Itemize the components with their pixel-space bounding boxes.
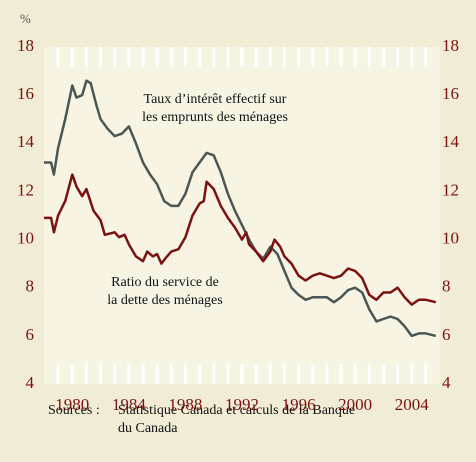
series-label: les emprunts des ménages bbox=[142, 110, 288, 125]
x-tick-label: 2000 bbox=[338, 395, 372, 414]
y-tick-label: 10 bbox=[17, 228, 34, 247]
series-label: Ratio du service de bbox=[111, 275, 219, 290]
x-tick-label: 1992 bbox=[225, 395, 259, 414]
y-tick-label: 14 bbox=[17, 132, 35, 151]
y2-tick-label: 4 bbox=[442, 373, 451, 392]
plot-area bbox=[44, 47, 440, 384]
y2-tick-label: 14 bbox=[442, 132, 460, 151]
y-tick-label: 8 bbox=[26, 277, 35, 296]
source-text: Statistique Canada et calculs de la Banq… bbox=[118, 403, 355, 418]
series-label: Taux d’intérêt effectif sur bbox=[144, 92, 287, 107]
x-tick-label: 1996 bbox=[282, 395, 316, 414]
y2-tick-label: 8 bbox=[442, 277, 451, 296]
x-tick-label: 1984 bbox=[112, 395, 147, 414]
unit-label: % bbox=[20, 11, 31, 26]
y-tick-label: 4 bbox=[26, 373, 35, 392]
x-tick-label: 2004 bbox=[395, 395, 430, 414]
y-tick-label: 18 bbox=[17, 36, 34, 55]
y2-tick-label: 16 bbox=[442, 84, 459, 103]
y-tick-label: 12 bbox=[17, 180, 34, 199]
x-tick-label: 1980 bbox=[55, 395, 89, 414]
y2-tick-label: 10 bbox=[442, 228, 459, 247]
series-line bbox=[44, 79, 437, 338]
y2-tick-label: 18 bbox=[442, 36, 459, 55]
y-tick-label: 16 bbox=[17, 84, 34, 103]
source-label: Sources : bbox=[48, 403, 100, 418]
y2-tick-label: 12 bbox=[442, 180, 459, 199]
source-text: du Canada bbox=[118, 421, 178, 436]
series-line bbox=[44, 173, 437, 306]
x-tick-label: 1988 bbox=[168, 395, 202, 414]
y-tick-label: 6 bbox=[26, 325, 35, 344]
series-label: la dette des ménages bbox=[107, 293, 222, 308]
y2-tick-label: 6 bbox=[442, 325, 451, 344]
